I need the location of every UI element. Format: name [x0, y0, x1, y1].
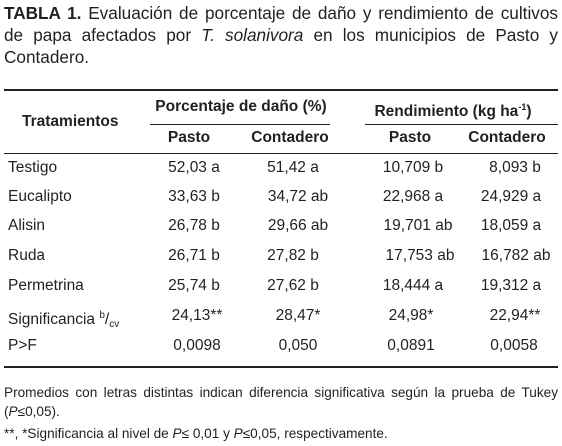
subheader-yield-pasto: Pasto — [388, 129, 432, 146]
table-cell: 18,059 a — [480, 217, 542, 234]
significancia-suffix: b/cv — [99, 310, 120, 330]
table-caption: TABLA 1. Evaluación de porcentaje de dañ… — [4, 2, 558, 68]
table-cell: 0,0098 — [173, 337, 221, 354]
caption-text-before: Evaluación de porcentaje de daño y rendi… — [4, 3, 559, 45]
subheader-damage-contadero: Contadero — [251, 129, 329, 146]
table-cell: 26,78 b — [168, 217, 220, 234]
table-cell: 18,444 a — [382, 277, 444, 294]
table-cell: 29,66 ab — [267, 217, 329, 234]
table-cell: 34,72 ab — [267, 188, 329, 205]
subheader-yield-contadero: Contadero — [468, 129, 546, 146]
header-group-damage: Porcentaje de daño (%) — [155, 98, 327, 115]
table-cell: 27,82 b — [267, 247, 319, 264]
table-cell: 24,13** — [171, 307, 223, 324]
row-label-testigo: Testigo — [8, 159, 58, 176]
table-cell: 27,62 b — [267, 277, 319, 294]
subheader-damage-pasto: Pasto — [167, 129, 211, 146]
table-cell: 0,050 — [278, 337, 318, 354]
footnote-tukey: Promedios con letras distintas indican d… — [4, 385, 558, 419]
table-cell: 22,94** — [489, 307, 541, 324]
table-cell: 10,709 b — [382, 159, 444, 176]
row-label-ruda: Ruda — [8, 247, 46, 264]
table-cell: 24,929 a — [480, 188, 542, 205]
row-label-eucalipto: Eucalipto — [8, 188, 72, 205]
table-cell: 0,0891 — [387, 337, 435, 354]
header-row-label: Tratamientos — [22, 113, 119, 130]
table-cell: 24,98* — [388, 307, 434, 324]
table-cell: 0,0058 — [490, 337, 538, 354]
footnote-significance: **, *Significancia al nivel de P≤ 0,01 y… — [4, 426, 388, 441]
table-cell: 33,63 b — [168, 188, 220, 205]
row-label-alisin: Alisin — [8, 217, 46, 234]
caption-label: TABLA 1. — [4, 3, 82, 23]
table-cell: 17,753 ab — [385, 247, 455, 264]
caption-species: T. solanivora — [201, 25, 304, 45]
table-cell: 16,782 ab — [481, 247, 551, 264]
table-cell: 19,701 ab — [383, 217, 453, 234]
table-cell: 52,03 a — [168, 159, 220, 176]
header-group-yield-rule — [365, 124, 558, 125]
table-cell: 8,093 b — [489, 159, 541, 176]
table-cell: 51,42 a — [267, 159, 319, 176]
table-cell: 25,74 b — [168, 277, 220, 294]
bottom-rule — [4, 366, 558, 368]
row-label-significancia: Significancia b/cv — [8, 310, 120, 330]
table-cell: 28,47* — [275, 307, 321, 324]
table-cell: 19,312 a — [480, 277, 542, 294]
row-label-pf: P>F — [8, 337, 37, 354]
table-cell: 26,71 b — [168, 247, 220, 264]
table-cell: 22,968 a — [382, 188, 444, 205]
top-rule — [4, 89, 558, 91]
row-label-permetrina: Permetrina — [8, 277, 84, 294]
header-group-yield: Rendimiento (kg ha-1) — [374, 102, 532, 120]
header-group-damage-rule — [150, 124, 330, 125]
header-bottom-rule — [4, 153, 558, 154]
caption-text-after: en los municipios de Pasto y Contadero. — [4, 25, 558, 67]
